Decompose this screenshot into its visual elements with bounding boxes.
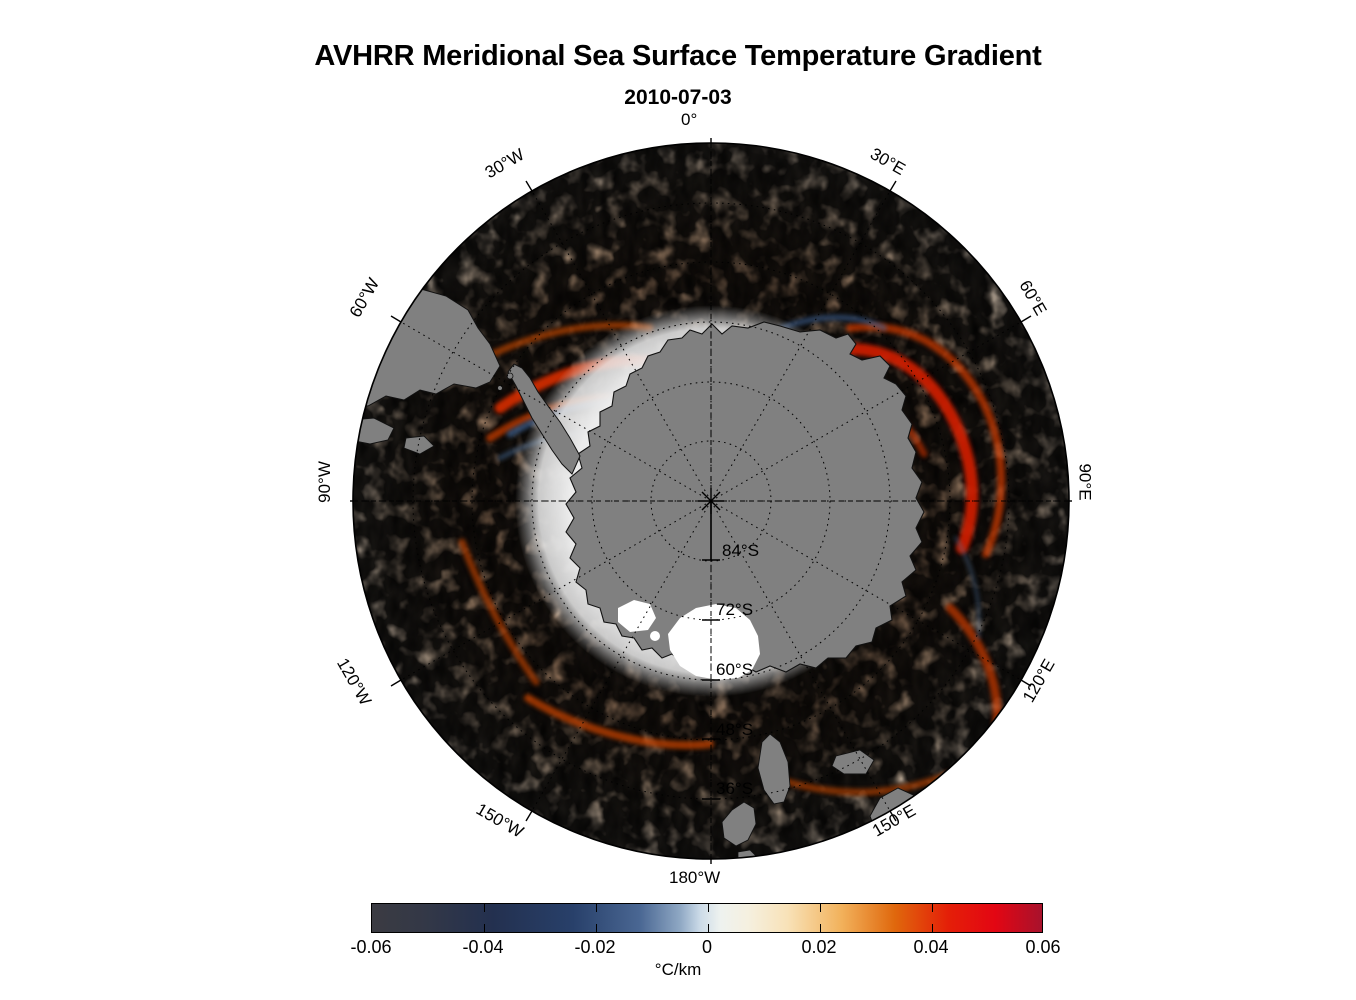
lat-label-84S: 84°S <box>722 541 760 560</box>
colorbar-tick-label: -0.06 <box>350 937 392 957</box>
colorbar-gradient <box>372 904 1042 932</box>
colorbar-unit-label: °C/km <box>654 960 702 979</box>
colorbar-tick <box>484 904 485 912</box>
lon-label-180W: 180°W <box>669 868 721 887</box>
polar-map: 0° 30°E 60°E 90°E 120°E 150°E 180°W 150°… <box>315 110 1095 887</box>
latitude-ticks <box>702 619 720 800</box>
colorbar-tick <box>484 924 485 932</box>
colorbar[interactable] <box>371 903 1043 933</box>
colorbar-tick-label: 0.04 <box>913 937 949 957</box>
lon-label-90E: 90°E <box>1075 463 1095 501</box>
colorbar-tick <box>820 904 821 912</box>
colorbar-tick-label: 0 <box>701 937 712 957</box>
colorbar-tick <box>596 904 597 912</box>
polar-map-svg <box>350 138 1072 864</box>
antarctica-landmass <box>497 321 925 680</box>
lat-label-72S: 72°S <box>716 600 754 619</box>
longitude-ticks <box>350 138 1072 864</box>
colorbar-tick <box>708 924 709 932</box>
lon-label-0: 0° <box>681 110 698 129</box>
lat-label-48S: 48°S <box>716 720 754 739</box>
colorbar-tick <box>932 924 933 932</box>
page-subtitle: 2010-07-03 <box>624 86 732 109</box>
colorbar-tick-label: -0.04 <box>462 937 504 957</box>
colorbar-tick-label: 0.06 <box>1025 937 1061 957</box>
colorbar-tick-label: -0.02 <box>574 937 616 957</box>
colorbar-tick <box>932 904 933 912</box>
lon-label-90W: 90°W <box>314 461 334 503</box>
colorbar-tick-label: 0.02 <box>801 937 837 957</box>
colorbar-tick <box>596 924 597 932</box>
new-zealand-landmass <box>721 733 791 859</box>
colorbar-tick <box>708 904 709 912</box>
colorbar-tick <box>820 924 821 932</box>
lat-label-60S: 60°S <box>716 660 754 679</box>
lat-label-36S: 36°S <box>716 779 754 798</box>
page-title: AVHRR Meridional Sea Surface Temperature… <box>314 40 1042 72</box>
